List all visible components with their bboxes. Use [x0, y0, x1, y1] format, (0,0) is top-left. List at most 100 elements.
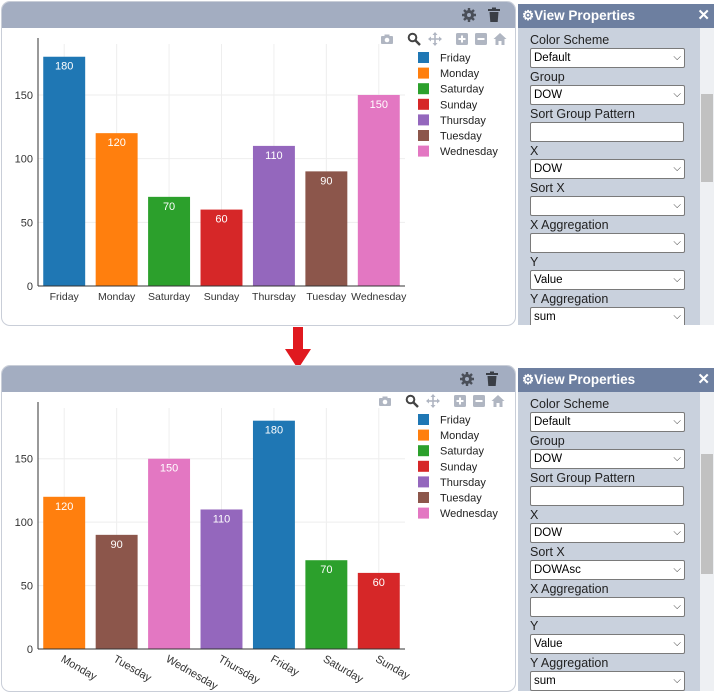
chart-card-after: 0 50 100 150 120 Monday 90 Tuesday 150 Wednesday 1…: [2, 366, 515, 691]
select-value: Value: [534, 274, 563, 286]
bar-sunday: [200, 209, 243, 286]
legend-label: Thursday: [440, 115, 486, 127]
y-aggregation-select[interactable]: sum ⌵: [530, 307, 685, 325]
field-label: X: [530, 144, 539, 158]
pan-icon[interactable]: [426, 394, 440, 408]
data-label: 180: [55, 61, 73, 73]
sort-group-pattern-input[interactable]: [530, 486, 684, 506]
chevron-down-icon: ⌵: [673, 675, 681, 686]
field-label: Y Aggregation: [530, 292, 609, 306]
data-label: 150: [160, 463, 178, 475]
bar-saturday: [148, 196, 191, 286]
properties-fields-after: Color Scheme Default ⌵ Group DOW ⌵ Sort Group …: [518, 396, 700, 691]
close-icon[interactable]: ✕: [697, 7, 710, 24]
x-tick-label: Tuesday: [306, 291, 347, 303]
legend-swatch: [418, 83, 429, 95]
color-scheme-select[interactable]: Default ⌵: [530, 412, 685, 432]
gear-icon[interactable]: [461, 7, 477, 23]
x-aggregation-select[interactable]: ⌵: [530, 597, 685, 617]
sort-x-select[interactable]: ⌵: [530, 196, 685, 216]
modebar-after: [376, 394, 506, 410]
chevron-down-icon: ⌵: [673, 52, 681, 63]
y-select[interactable]: Value ⌵: [530, 634, 685, 654]
trash-icon[interactable]: [484, 371, 500, 387]
x-tick-label: Saturday: [148, 291, 191, 303]
home-icon[interactable]: [491, 394, 505, 408]
zoom-in-icon[interactable]: [455, 32, 469, 46]
color-scheme-select[interactable]: Default ⌵: [530, 48, 685, 68]
data-label: 60: [215, 214, 227, 226]
properties-scrollbar[interactable]: [700, 392, 714, 691]
y-select[interactable]: Value ⌵: [530, 270, 685, 290]
select-value: DOWAsc: [534, 564, 581, 576]
camera-icon[interactable]: [378, 394, 392, 408]
x-tick-label: Monday: [59, 653, 99, 683]
x-tick-label: Tuesday: [111, 653, 154, 685]
properties-scrollbar[interactable]: [700, 28, 714, 325]
legend-swatch: [418, 445, 429, 457]
card-header-before: [2, 2, 515, 28]
group-select[interactable]: DOW ⌵: [530, 449, 685, 469]
zoom-icon[interactable]: [405, 394, 419, 408]
y-tick-label: 100: [15, 517, 33, 529]
close-icon[interactable]: ✕: [697, 371, 710, 388]
gear-icon[interactable]: [459, 371, 475, 387]
legend-swatch: [418, 492, 429, 503]
camera-icon[interactable]: [380, 32, 394, 46]
trash-icon[interactable]: [486, 7, 502, 23]
bar-tuesday: [305, 171, 348, 286]
x-aggregation-select[interactable]: ⌵: [530, 233, 685, 253]
view-properties-panel-before: ⚙View Properties ✕ Color Scheme Default ⌵ G…: [518, 4, 714, 325]
bar-friday: [252, 420, 295, 649]
field-label: X Aggregation: [530, 582, 609, 596]
sort-x-select[interactable]: DOWAsc ⌵: [530, 560, 685, 580]
y-tick-label: 0: [27, 281, 33, 293]
y-aggregation-select[interactable]: sum ⌵: [530, 671, 685, 691]
x-tick-label: Wednesday: [351, 291, 407, 303]
y-tick-label: 50: [21, 581, 33, 593]
sort-group-pattern-input[interactable]: [530, 122, 684, 142]
legend-label: Tuesday: [440, 131, 482, 143]
field-label: Group: [530, 434, 565, 448]
group-select[interactable]: DOW ⌵: [530, 85, 685, 105]
chevron-down-icon: ⌵: [673, 564, 681, 575]
zoom-out-icon[interactable]: [472, 394, 486, 408]
field-label: Y Aggregation: [530, 656, 609, 670]
legend-label: Friday: [440, 415, 471, 427]
y-tick-label: 100: [15, 154, 33, 166]
legend-swatch: [418, 145, 429, 157]
scrollbar-thumb[interactable]: [701, 94, 713, 182]
select-value: sum: [534, 311, 556, 323]
pan-icon[interactable]: [428, 32, 442, 46]
home-icon[interactable]: [493, 32, 507, 46]
x-select[interactable]: DOW ⌵: [530, 159, 685, 179]
scrollbar-thumb[interactable]: [701, 454, 713, 574]
field-label: Sort Group Pattern: [530, 107, 635, 121]
field-label: X: [530, 508, 539, 522]
data-label: 70: [320, 564, 332, 576]
bar-chart-after: 0 50 100 150 120 Monday 90 Tuesday 150 Wednesday 1…: [15, 402, 498, 691]
field-label: Sort X: [530, 181, 565, 195]
chevron-down-icon: ⌵: [673, 416, 681, 427]
legend-swatch: [418, 414, 429, 425]
bar-friday: [43, 56, 86, 286]
down-arrow-icon: [285, 327, 311, 369]
legend-swatch: [418, 67, 429, 79]
data-label: 120: [55, 501, 73, 513]
select-value: DOW: [534, 527, 563, 539]
x-select[interactable]: DOW ⌵: [530, 523, 685, 543]
bar-tuesday: [95, 534, 138, 649]
zoom-icon[interactable]: [407, 32, 421, 46]
chevron-down-icon: ⌵: [673, 638, 681, 649]
zoom-out-icon[interactable]: [474, 32, 488, 46]
properties-gear-icon: ⚙: [522, 372, 535, 387]
data-label: 110: [265, 150, 283, 162]
x-tick-label: Thursday: [252, 291, 297, 303]
bar-monday: [95, 133, 138, 286]
field-label: Y: [530, 255, 539, 269]
bar-chart-before: 0 50 100 150 180 Friday 120 Monday 70 Saturday 60 S…: [15, 38, 498, 303]
zoom-in-icon[interactable]: [453, 394, 467, 408]
legend-swatch: [418, 460, 429, 472]
legend-label: Saturday: [440, 446, 485, 458]
bar-sunday: [357, 572, 400, 649]
